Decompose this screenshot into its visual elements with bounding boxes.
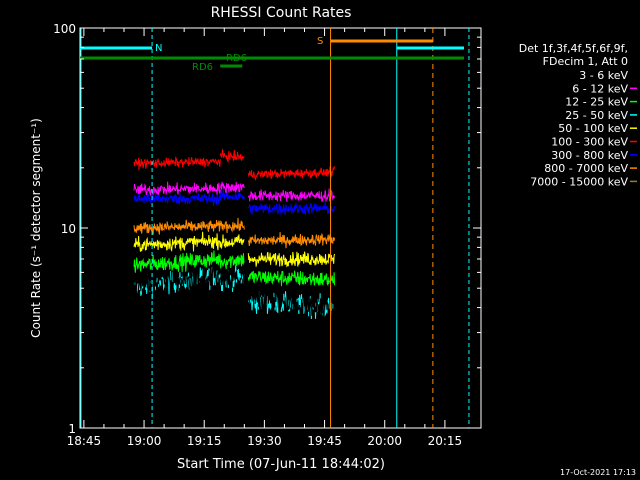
chart-title: RHESSI Count Rates xyxy=(211,5,352,21)
series-line-1 xyxy=(133,181,336,202)
x-tick-label-1: 19:00 xyxy=(127,434,162,448)
x-tick-label-5: 20:00 xyxy=(367,434,402,448)
legend-label-2: 12 - 25 keV xyxy=(565,96,628,109)
x-tick-label-2: 19:15 xyxy=(187,434,222,448)
y-tick-label-0: 1 xyxy=(68,422,76,436)
x-tick-label-6: 20:15 xyxy=(428,434,463,448)
annotation-n-label: N xyxy=(155,43,162,54)
x-tick-label-0: 18:45 xyxy=(67,434,102,448)
x-axis-label: Start Time (07-Jun-11 18:44:02) xyxy=(177,457,385,472)
annotation-rd6-label-lower: RD6 xyxy=(192,62,213,73)
x-tick-label-4: 19:45 xyxy=(307,434,342,448)
series-line-0 xyxy=(133,258,336,326)
legend-label-0: 3 - 6 keV xyxy=(579,69,628,82)
legend-label-8: 7000 - 15000 keV xyxy=(530,175,628,188)
series-line-4 xyxy=(133,231,336,268)
series-line-2 xyxy=(133,250,336,287)
legend-label-5: 100 - 300 keV xyxy=(551,136,628,149)
legend-header-line1: Det 1f,3f,4f,5f,6f,9f, xyxy=(519,42,628,55)
legend-label-1: 6 - 12 keV xyxy=(572,82,628,95)
annotation-s-label: S xyxy=(317,36,323,47)
y-tick-label-2: 100 xyxy=(53,22,76,36)
legend-label-6: 300 - 800 keV xyxy=(551,149,628,162)
x-tick-label-3: 19:30 xyxy=(247,434,282,448)
annotation-rd6-label-upper: RD6 xyxy=(226,53,247,64)
generation-timestamp: 17-Oct-2021 17:13 xyxy=(560,468,636,477)
y-axis-label: Count Rate (s⁻¹ detector segment⁻¹) xyxy=(29,118,43,338)
legend-label-7: 800 - 7000 keV xyxy=(544,162,628,175)
legend-label-4: 50 - 100 keV xyxy=(558,122,628,135)
legend-label-3: 25 - 50 keV xyxy=(565,109,628,122)
series-line-6 xyxy=(133,187,336,216)
legend-header-line2: FDecim 1, Att 0 xyxy=(543,55,628,68)
series-line-5 xyxy=(133,149,336,181)
y-tick-label-1: 10 xyxy=(61,222,76,236)
series-line-7 xyxy=(133,217,336,249)
